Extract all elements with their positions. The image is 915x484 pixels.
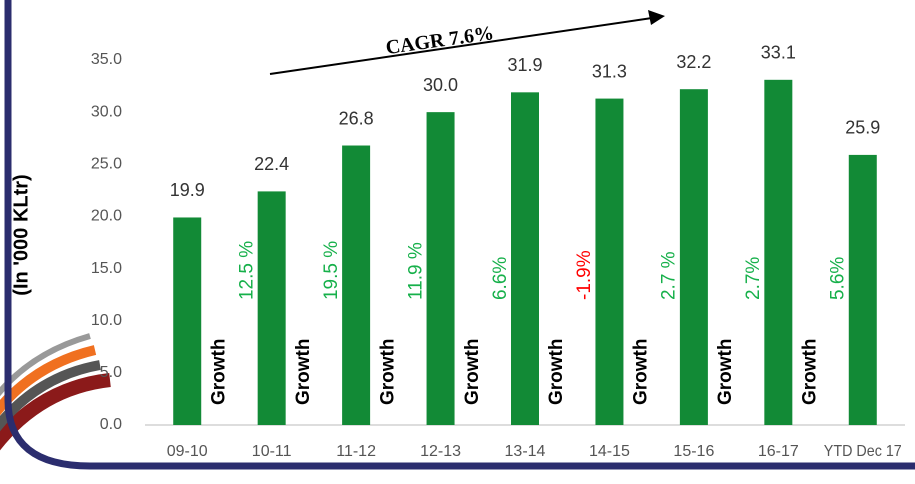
value-label: 33.1 — [761, 43, 796, 63]
y-tick-label: 20.0 — [91, 208, 122, 225]
growth-label: Growth — [546, 339, 567, 406]
y-axis-label: (In '000 KLtr) — [10, 174, 32, 295]
y-tick-label: 35.0 — [91, 51, 122, 68]
growth-label: Growth — [462, 339, 483, 406]
x-tick-label: 11-12 — [336, 443, 376, 460]
bar — [595, 98, 624, 425]
value-label: 22.4 — [254, 154, 289, 174]
growth-label: Growth — [377, 339, 398, 406]
bar — [173, 217, 202, 425]
growth-value: 2.7% — [743, 257, 764, 300]
x-tick-label: YTD Dec 17 — [824, 443, 902, 460]
value-label: 19.9 — [170, 180, 205, 200]
bar — [426, 112, 455, 426]
cagr-label: CAGR 7.6% — [384, 22, 495, 59]
growth-label: Growth — [800, 339, 821, 406]
y-tick-label: 25.0 — [91, 156, 122, 173]
x-tick-label: 14-15 — [589, 443, 630, 460]
y-tick-label: 5.0 — [100, 364, 122, 381]
growth-value: 12.5 % — [236, 241, 257, 300]
growth-label: Growth — [715, 339, 736, 406]
x-tick-label: 09-10 — [167, 443, 208, 460]
value-label: 32.2 — [676, 52, 711, 72]
bar — [511, 92, 539, 425]
y-tick-label: 30.0 — [91, 103, 122, 120]
growth-value: 11.9 % — [405, 242, 426, 300]
x-tick-label: 13-14 — [505, 443, 546, 460]
x-tick-label: 12-13 — [420, 443, 461, 460]
bar — [342, 145, 371, 425]
x-tick-label: 10-11 — [252, 443, 292, 460]
cagr-arrow — [269, 10, 665, 75]
bar — [764, 79, 793, 426]
growth-label: Growth — [208, 339, 229, 406]
x-tick-label: 16-17 — [758, 443, 799, 460]
value-label: 30.0 — [423, 75, 458, 95]
growth-value: 6.6% — [490, 257, 511, 300]
y-tick-label: 15.0 — [91, 260, 122, 277]
bar — [257, 191, 286, 425]
x-tick-label: 15-16 — [673, 443, 714, 460]
y-tick-label: 0.0 — [100, 416, 122, 433]
value-label: 31.3 — [592, 61, 627, 81]
value-label: 31.9 — [507, 55, 542, 75]
growth-value: 5.6% — [828, 257, 849, 300]
value-label: 26.8 — [339, 108, 374, 128]
y-tick-label: 10.0 — [91, 312, 122, 329]
value-label: 25.9 — [845, 118, 880, 138]
growth-value: 2.7 % — [659, 251, 680, 300]
growth-label: Growth — [631, 339, 652, 406]
bar — [679, 89, 708, 425]
growth-value: 19.5 % — [321, 241, 342, 300]
growth-label: Growth — [293, 339, 314, 406]
bar — [848, 154, 877, 425]
growth-value: -1.9% — [574, 250, 595, 300]
